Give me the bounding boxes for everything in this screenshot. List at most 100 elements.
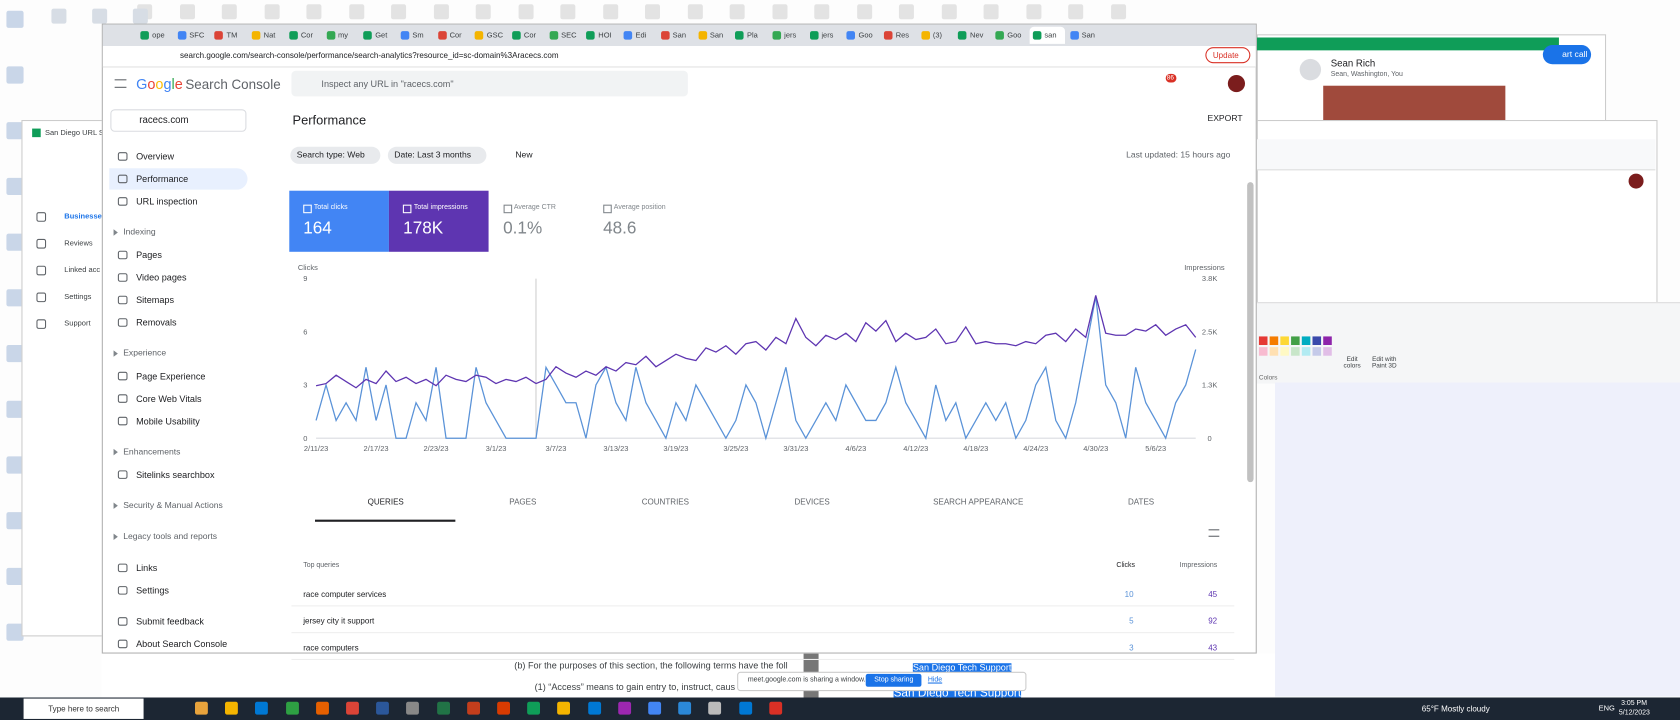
filter-label[interactable]: Search type: Web xyxy=(296,150,365,160)
tab-title[interactable]: Cor xyxy=(300,32,313,40)
nav-item[interactable]: Links xyxy=(136,562,158,574)
tab-title[interactable]: Goo xyxy=(1007,32,1022,40)
nav-item[interactable]: Page Experience xyxy=(136,370,206,382)
taskbar-app[interactable] xyxy=(406,701,420,715)
nav-heading[interactable]: Legacy tools and reports xyxy=(123,531,218,542)
tab-title[interactable]: jers xyxy=(784,32,797,40)
tab-title[interactable]: San xyxy=(1081,32,1095,40)
color-swatch[interactable] xyxy=(1269,347,1279,356)
nav-heading[interactable]: Indexing xyxy=(123,227,156,237)
tab-title[interactable]: (3) xyxy=(932,32,943,40)
nav-item[interactable]: Video pages xyxy=(136,272,187,283)
metric-value[interactable]: 0.1% xyxy=(503,219,543,238)
color-swatch[interactable] xyxy=(1323,336,1332,346)
color-swatch[interactable] xyxy=(1291,336,1300,346)
filter-label[interactable]: Date: Last 3 months xyxy=(394,150,471,160)
nav-item[interactable]: Mobile Usability xyxy=(136,415,200,427)
metric-value[interactable]: 178K xyxy=(403,219,444,238)
tab-title[interactable]: Nat xyxy=(263,32,276,40)
nav-item[interactable]: Overview xyxy=(136,151,175,162)
weather[interactable]: 65°F Mostly cloudy xyxy=(1421,703,1490,714)
report-tab[interactable]: QUERIES xyxy=(367,497,404,507)
avatar[interactable] xyxy=(1227,75,1246,93)
metric-label[interactable]: Total clicks xyxy=(313,203,348,212)
tab-title[interactable]: Res xyxy=(895,32,910,40)
nav-item[interactable]: About Search Console xyxy=(136,638,228,650)
stop-button[interactable] xyxy=(865,673,922,687)
nav-item[interactable]: Core Web Vitals xyxy=(136,393,202,404)
tab-title[interactable]: Sm xyxy=(412,32,424,40)
tab-title[interactable]: san xyxy=(1044,32,1057,40)
taskbar-app[interactable] xyxy=(648,701,662,715)
clock-time[interactable]: 3:05 PM xyxy=(1621,699,1648,708)
tab-title[interactable]: SFC xyxy=(189,32,205,40)
taskbar-app[interactable] xyxy=(285,701,299,715)
query-cell[interactable]: race computers xyxy=(303,642,359,653)
report-tab[interactable]: SEARCH APPEARANCE xyxy=(933,497,1024,507)
hide-link[interactable]: Hide xyxy=(927,676,943,684)
taskbar-app[interactable] xyxy=(436,701,450,715)
tab-title[interactable]: Cor xyxy=(523,32,537,40)
column-header[interactable]: Clicks xyxy=(1116,561,1136,569)
color-swatch[interactable] xyxy=(1269,336,1279,346)
taskbar-search[interactable]: Type here to search xyxy=(48,703,120,714)
filter-chip[interactable] xyxy=(290,146,381,164)
paint-button[interactable]: Edit with Paint 3D xyxy=(1371,356,1397,370)
taskbar-app[interactable] xyxy=(346,701,359,715)
metric-label[interactable]: Average CTR xyxy=(513,203,556,212)
taskbar-app[interactable] xyxy=(587,701,601,715)
tab-title[interactable]: my xyxy=(338,32,349,40)
color-swatch[interactable] xyxy=(1312,336,1322,346)
update-label[interactable]: Update xyxy=(1212,50,1239,61)
color-swatch[interactable] xyxy=(1301,347,1311,356)
taskbar-app[interactable] xyxy=(195,701,208,715)
tab-title[interactable]: Edi xyxy=(635,32,647,40)
taskbar-app[interactable] xyxy=(678,701,692,715)
taskbar-app[interactable] xyxy=(738,701,752,715)
nav-item[interactable]: Performance xyxy=(136,173,189,185)
new-filter[interactable]: New xyxy=(515,150,533,160)
report-tab[interactable]: COUNTRIES xyxy=(641,497,690,507)
call-button[interactable] xyxy=(1542,45,1592,65)
clock-date[interactable]: 5/12/2023 xyxy=(1618,709,1650,717)
taskbar-app[interactable] xyxy=(617,701,631,715)
taskbar-app[interactable] xyxy=(466,701,480,715)
tab-title[interactable]: GSC xyxy=(486,32,504,40)
taskbar-app[interactable] xyxy=(255,701,269,715)
metric-label[interactable]: Total impressions xyxy=(413,203,468,212)
tab-title[interactable]: HOI xyxy=(598,32,612,40)
paint-button[interactable]: Edit colors xyxy=(1343,356,1361,370)
tab-title[interactable]: Cor xyxy=(449,32,462,40)
search-input[interactable]: Inspect any URL in "racecs.com" xyxy=(321,78,454,89)
color-swatch[interactable] xyxy=(1258,336,1268,346)
report-tab[interactable]: DEVICES xyxy=(794,497,830,507)
address-bar[interactable]: search.google.com/search-console/perform… xyxy=(180,50,559,61)
metric-value[interactable]: 48.6 xyxy=(603,219,637,238)
color-swatch[interactable] xyxy=(1280,347,1289,356)
tab-title[interactable]: San xyxy=(672,32,686,40)
expand-arrow[interactable] xyxy=(113,350,118,357)
nav-item[interactable]: URL inspection xyxy=(136,196,198,207)
expand-arrow[interactable] xyxy=(113,229,118,236)
nav-heading[interactable]: Enhancements xyxy=(123,446,181,457)
metric-label[interactable]: Average position xyxy=(613,203,666,212)
color-swatch[interactable] xyxy=(1280,336,1289,346)
metric-card[interactable] xyxy=(589,190,689,252)
nav-item[interactable]: Linked acc xyxy=(64,266,101,275)
query-cell[interactable]: race computer services xyxy=(303,589,387,599)
stop-sharing[interactable]: Stop sharing xyxy=(874,676,914,684)
filter-chip[interactable] xyxy=(387,146,487,164)
nav-item[interactable]: Settings xyxy=(64,293,92,302)
nav-item[interactable]: Support xyxy=(64,320,91,328)
nav-item[interactable]: Reviews xyxy=(64,240,93,248)
query-cell[interactable]: jersey city it support xyxy=(303,616,375,626)
metric-card[interactable] xyxy=(289,190,389,252)
nav-item[interactable]: Removals xyxy=(136,317,177,328)
color-swatch[interactable] xyxy=(1258,347,1268,356)
nav-item[interactable]: Submit feedback xyxy=(136,616,204,627)
property-name[interactable]: racecs.com xyxy=(139,114,189,126)
taskbar-app[interactable] xyxy=(497,701,511,715)
report-tab[interactable]: PAGES xyxy=(509,497,537,507)
nav-item[interactable]: Settings xyxy=(136,585,169,596)
taskbar-app[interactable] xyxy=(769,701,782,715)
